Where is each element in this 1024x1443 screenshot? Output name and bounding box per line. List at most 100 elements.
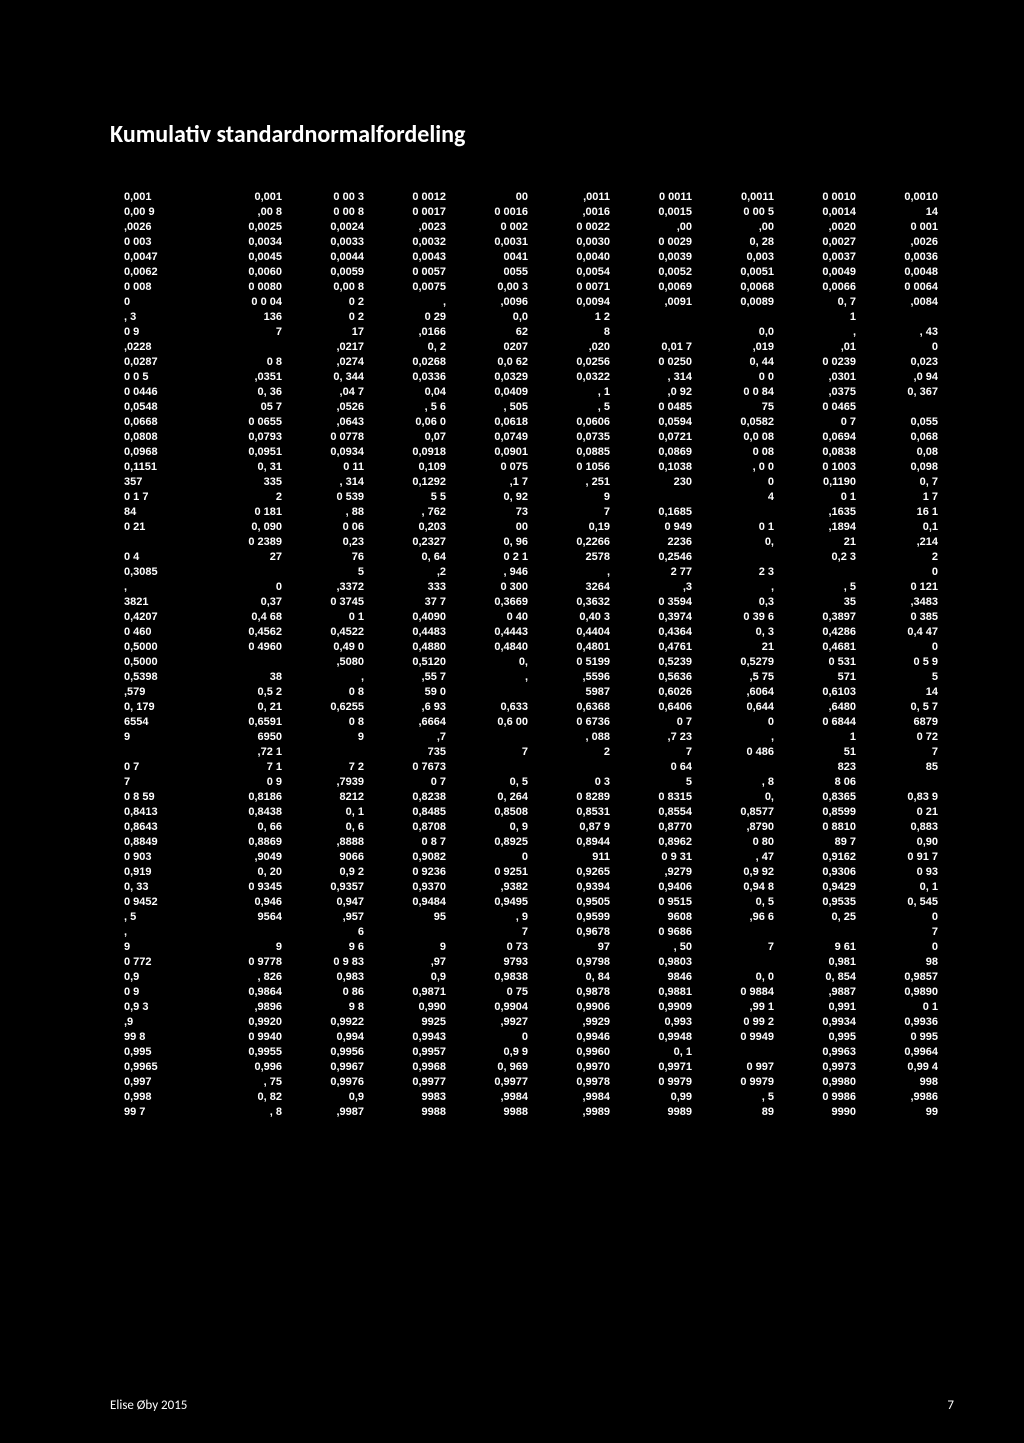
table-cell: ,8790 [694,819,776,834]
table-cell: 0,0735 [530,429,612,444]
table-cell: 0,8577 [694,804,776,819]
table-cell: 0, [694,789,776,804]
table-cell: 0,644 [694,699,776,714]
table-cell [448,684,530,699]
table-cell: 0,098 [858,459,940,474]
table-cell: 0 1 [694,519,776,534]
table-cell: 0,0048 [858,264,940,279]
table-cell: 0,5239 [612,654,694,669]
table-cell: 0, 1 [284,804,366,819]
table-cell: , 314 [284,474,366,489]
table-cell: 0,9890 [858,984,940,999]
table-cell: 0,6406 [612,699,694,714]
table-cell: 9990 [776,1104,858,1119]
table-cell: 0,8869 [202,834,284,849]
table-cell: 0,0075 [366,279,448,294]
table-cell: 89 [694,1104,776,1119]
table-cell: 0 300 [448,579,530,594]
table-cell: 0,1292 [366,474,448,489]
table-cell: 0,6103 [776,684,858,699]
table-cell: 6 [284,924,366,939]
table-cell: 0,9963 [776,1044,858,1059]
table-cell: 0055 [448,264,530,279]
table-cell: 0,0051 [694,264,776,279]
table-cell: 0 9 83 [284,954,366,969]
table-cell: , [448,669,530,684]
table-cell: ,3372 [284,579,366,594]
table-cell: 0,5120 [366,654,448,669]
table-cell: 0,99 [612,1089,694,1104]
table-cell: 0,94 8 [694,879,776,894]
table-cell: ,6 93 [366,699,448,714]
table-cell: 0,9864 [202,984,284,999]
table-cell: ,0096 [448,294,530,309]
table-cell: 0,0694 [776,429,858,444]
table-cell: 0,0037 [776,249,858,264]
table-cell: 0,9803 [612,954,694,969]
table-row: 0,0010,0010 00 30 001200,00110 00110,001… [120,189,940,204]
table-cell: , 946 [448,564,530,579]
table-cell: 0207 [448,339,530,354]
table-cell: 0,0 [448,309,530,324]
table-cell: 0,6368 [530,699,612,714]
table-cell: 0 1 7 [120,489,202,504]
table-cell: 0 9345 [202,879,284,894]
table-cell [202,654,284,669]
table-cell: 0,991 [776,999,858,1014]
table-cell [694,1044,776,1059]
table-cell: 0 0012 [366,189,448,204]
table-cell: 4 [694,489,776,504]
table-cell: 0,0062 [120,264,202,279]
table-row: 0,00470,00450,00440,004300410,00400,0039… [120,249,940,264]
table-cell: 9988 [448,1104,530,1119]
table-cell: , 75 [202,1074,284,1089]
table-cell: 0 008 [120,279,202,294]
table-cell: 0 99 2 [694,1014,776,1029]
table-cell: 0, 1 [858,879,940,894]
table-cell: 7 [448,924,530,939]
table-row: 0,054805 7,0526, 5 6, 505, 50 0485750 04… [120,399,940,414]
table-cell: 0,8944 [530,834,612,849]
table-cell [858,309,940,324]
table-cell: 357 [120,474,202,489]
table-cell: 6950 [202,729,284,744]
table-cell: 0,001 [120,189,202,204]
table-cell: 0,3897 [776,609,858,624]
table-row: 0,9190, 200,9 20 92360 92510,9265,92790,… [120,864,940,879]
table-cell: 0 9686 [612,924,694,939]
table-cell: 0, 92 [448,489,530,504]
table-cell: , 826 [202,969,284,984]
table-cell: 0,990 [366,999,448,1014]
table-cell: 0,9948 [612,1029,694,1044]
table-cell: 0,4761 [612,639,694,654]
table-cell: 0,9967 [284,1059,366,1074]
table-cell: 2 [858,549,940,564]
table-cell [366,924,448,939]
table-cell: ,0 94 [858,369,940,384]
table-row: 0 23890,230,23270, 960,226622360,21,214 [120,534,940,549]
table-cell: 9 [120,939,202,954]
table-cell: 0,9357 [284,879,366,894]
table-cell: ,00 [694,219,776,234]
table-cell: 0,919 [120,864,202,879]
table-cell: 0,9957 [366,1044,448,1059]
table-cell: 6879 [858,714,940,729]
table-cell: 0 8289 [530,789,612,804]
table-cell: ,0228 [120,339,202,354]
table-cell: 0,0044 [284,249,366,264]
table-cell: 0,04 [366,384,448,399]
table-cell: 0,983 [284,969,366,984]
table-cell: 0 9778 [202,954,284,969]
table-cell: ,9929 [530,1014,612,1029]
table-row: ,5790,5 20 859 059870,6026,60640,610314 [120,684,940,699]
table-row: 0 4600,45620,45220,44830,44430,44040,436… [120,624,940,639]
table-cell: 0,8238 [366,789,448,804]
table-cell: 0 7 [776,414,858,429]
table-cell [120,534,202,549]
table-cell: , 5 [120,909,202,924]
table-cell: 7 2 [284,759,366,774]
table-cell: 0 0071 [530,279,612,294]
table-cell: 0,37 [202,594,284,609]
table-cell [448,759,530,774]
table-cell: 0 91 7 [858,849,940,864]
